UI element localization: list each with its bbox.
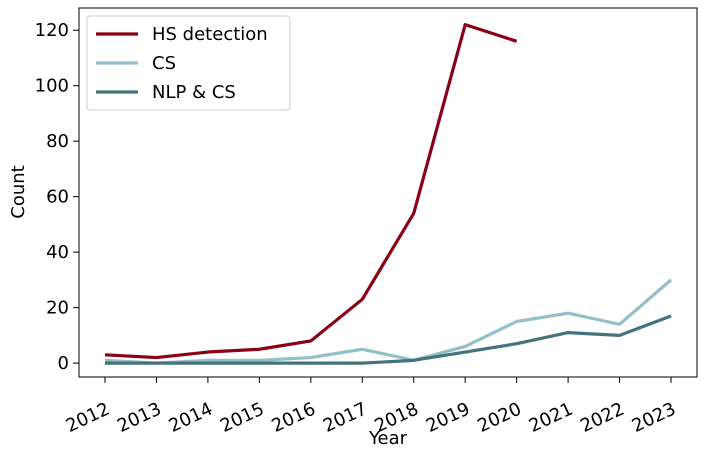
series-line-1: [104, 278, 673, 365]
x-tick-label: 2017: [320, 398, 370, 436]
legend-box: [86, 15, 291, 111]
y-tick-label: 40: [46, 242, 69, 263]
y-tick-label: 0: [58, 353, 69, 374]
series-line-0: [104, 23, 518, 360]
y-axis-title: Count: [8, 165, 29, 218]
x-tick-label: 2021: [526, 398, 576, 436]
legend-label: CS: [152, 53, 176, 74]
y-tick-label: 80: [46, 131, 69, 152]
series-line-2: [105, 314, 672, 365]
y-tick-label: 60: [46, 187, 69, 208]
x-tick-label: 2020: [474, 398, 524, 436]
y-tick-label: 100: [35, 76, 69, 97]
x-tick-label: 2013: [114, 398, 164, 436]
x-tick-label: 2012: [63, 398, 113, 436]
y-tick-label: 20: [46, 298, 69, 319]
x-tick-label: 2019: [423, 398, 473, 436]
x-tick-label: 2016: [269, 398, 319, 436]
y-tick-label: 120: [35, 20, 69, 41]
x-axis-title: Year: [368, 428, 408, 449]
x-tick-label: 2023: [629, 398, 679, 436]
legend: HS detection CS NLP & CS: [86, 15, 291, 111]
legend-label: NLP & CS: [152, 82, 236, 103]
plot-area: [78, 7, 698, 378]
x-tick-label: 2022: [577, 398, 627, 436]
x-tick-label: 2014: [166, 398, 216, 436]
series-layer: [104, 23, 673, 365]
legend-label: HS detection: [152, 24, 268, 45]
x-tick-label: 2015: [217, 398, 267, 436]
y-axis: 0 20 40 60 80 100 120: [35, 20, 79, 374]
